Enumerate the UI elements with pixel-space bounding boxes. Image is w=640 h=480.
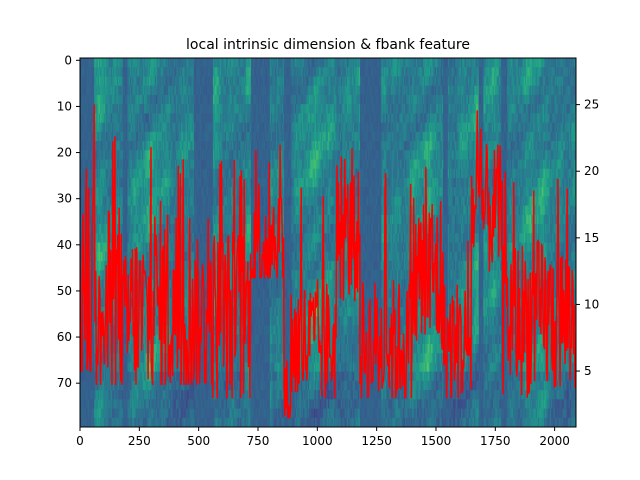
chart-title: local intrinsic dimension & fbank featur… — [186, 37, 470, 53]
